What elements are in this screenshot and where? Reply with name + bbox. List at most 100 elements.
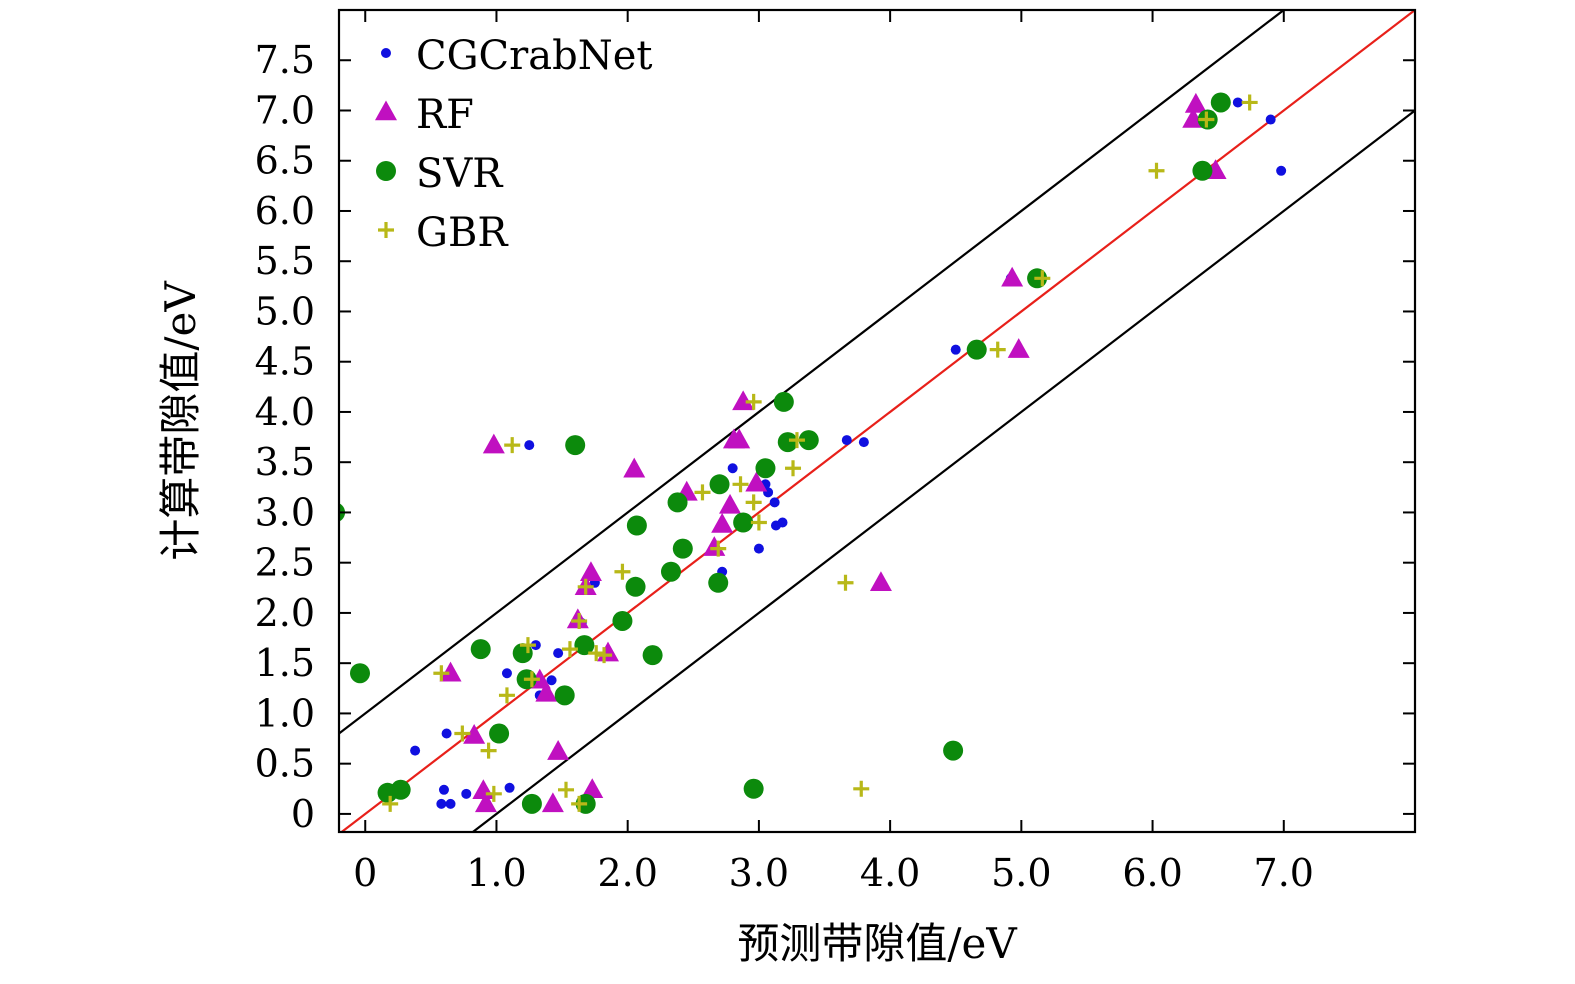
data-point-gbr bbox=[571, 795, 588, 812]
x-axis-tick-labels: 0 1.0 2.0 3.0 4.0 5.0 6.0 7.0 bbox=[353, 851, 1314, 895]
data-points bbox=[339, 92, 1287, 814]
data-point-svr bbox=[625, 576, 646, 597]
data-point-rf bbox=[482, 433, 505, 454]
data-point-svr bbox=[521, 793, 542, 814]
x-axis-ticks bbox=[364, 10, 1285, 832]
data-point-rf bbox=[535, 681, 558, 702]
data-point-gbr bbox=[788, 432, 805, 449]
reference-line-1 bbox=[339, 10, 1286, 735]
data-point-svr bbox=[1192, 160, 1213, 181]
data-point-gbr bbox=[732, 476, 749, 493]
data-point-cgcrabnet bbox=[438, 784, 449, 795]
data-point-svr bbox=[708, 572, 729, 593]
data-point-svr bbox=[489, 723, 510, 744]
legend-item-cgcrabnet: CGCrabNet bbox=[381, 33, 652, 79]
data-point-gbr bbox=[989, 341, 1006, 358]
legend-label-rf: RF bbox=[416, 92, 474, 138]
series-svr bbox=[339, 92, 1231, 814]
data-point-svr bbox=[565, 435, 586, 456]
y-tick-label: 0.5 bbox=[255, 742, 315, 786]
data-point-cgcrabnet bbox=[753, 543, 764, 554]
x-tick-label: 1.0 bbox=[466, 851, 526, 895]
data-point-svr bbox=[733, 512, 754, 533]
y-tick-label: 7.5 bbox=[255, 38, 315, 82]
y-tick-label: 6.0 bbox=[255, 189, 315, 233]
data-point-svr bbox=[470, 639, 491, 660]
x-tick-label: 6.0 bbox=[1122, 851, 1182, 895]
y-tick-label: 1.5 bbox=[255, 641, 315, 685]
data-point-gbr bbox=[577, 578, 594, 595]
data-point-gbr bbox=[1148, 162, 1165, 179]
data-point-rf bbox=[703, 536, 726, 556]
data-point-cgcrabnet bbox=[436, 798, 447, 809]
data-point-cgcrabnet bbox=[777, 517, 788, 528]
reference-line-0 bbox=[339, 10, 1415, 832]
data-point-svr bbox=[672, 538, 693, 559]
legend-item-rf: RF bbox=[375, 92, 474, 138]
data-point-cgcrabnet bbox=[410, 745, 421, 756]
y-tick-label: 4.0 bbox=[255, 390, 315, 434]
legend-label-gbr: GBR bbox=[416, 210, 509, 256]
y-tick-label: 5.0 bbox=[255, 289, 315, 333]
x-tick-label: 0 bbox=[353, 851, 377, 895]
data-point-gbr bbox=[433, 665, 450, 682]
x-tick-label: 7.0 bbox=[1254, 851, 1314, 895]
legend-marker-svr bbox=[376, 161, 396, 181]
data-point-gbr bbox=[837, 574, 854, 591]
data-point-rf bbox=[869, 571, 892, 592]
data-point-rf bbox=[463, 723, 486, 744]
data-point-gbr bbox=[588, 645, 605, 662]
series-rf bbox=[439, 92, 1227, 813]
data-point-svr bbox=[612, 610, 633, 631]
y-tick-label: 5.5 bbox=[255, 239, 315, 283]
data-point-gbr bbox=[382, 795, 399, 812]
x-tick-label: 2.0 bbox=[597, 851, 657, 895]
data-point-gbr bbox=[519, 637, 536, 654]
data-point-gbr bbox=[745, 494, 762, 511]
y-tick-label: 3.0 bbox=[255, 490, 315, 534]
data-point-gbr bbox=[523, 671, 540, 688]
data-point-svr bbox=[554, 685, 575, 706]
data-point-gbr bbox=[596, 647, 613, 664]
y-tick-label: 2.5 bbox=[255, 541, 315, 585]
reference-lines bbox=[339, 10, 1415, 832]
data-point-cgcrabnet bbox=[461, 788, 472, 799]
y-tick-label: 2.0 bbox=[255, 591, 315, 635]
y-tick-label: 4.5 bbox=[255, 340, 315, 384]
data-point-svr bbox=[966, 339, 987, 360]
data-point-gbr bbox=[498, 687, 515, 704]
legend-marker-rf bbox=[375, 100, 397, 121]
data-point-gbr bbox=[1241, 94, 1258, 111]
y-tick-label: 0 bbox=[291, 792, 315, 836]
data-point-gbr bbox=[1198, 111, 1215, 128]
x-axis-title: 预测带隙值/eV bbox=[737, 919, 1017, 968]
data-point-svr bbox=[709, 474, 730, 495]
data-point-svr bbox=[626, 515, 647, 536]
y-tick-label: 6.5 bbox=[255, 139, 315, 183]
data-point-svr bbox=[798, 430, 819, 451]
data-point-gbr bbox=[454, 725, 471, 742]
data-point-svr bbox=[642, 645, 663, 666]
legend-item-svr: SVR bbox=[376, 151, 504, 197]
data-point-svr bbox=[574, 635, 595, 656]
data-point-cgcrabnet bbox=[727, 463, 738, 474]
data-point-gbr bbox=[745, 393, 762, 410]
data-point-gbr bbox=[614, 563, 631, 580]
data-point-rf bbox=[1001, 266, 1024, 287]
data-point-svr bbox=[1210, 92, 1231, 113]
data-point-svr bbox=[660, 561, 681, 582]
data-point-rf bbox=[547, 740, 570, 760]
data-point-cgcrabnet bbox=[441, 728, 452, 739]
legend-marker-gbr bbox=[378, 222, 394, 238]
data-point-cgcrabnet bbox=[1265, 114, 1276, 125]
data-point-gbr bbox=[750, 514, 767, 531]
y-axis-title: 计算带隙值/eV bbox=[156, 281, 205, 561]
data-point-svr bbox=[390, 779, 411, 800]
data-point-gbr bbox=[710, 540, 727, 557]
data-point-rf bbox=[541, 792, 564, 813]
legend-label-cgcrabnet: CGCrabNet bbox=[416, 33, 652, 79]
legend: CGCrabNet RF SVR GBR bbox=[375, 33, 652, 256]
data-point-gbr bbox=[480, 742, 497, 759]
legend-item-gbr: GBR bbox=[378, 210, 509, 256]
